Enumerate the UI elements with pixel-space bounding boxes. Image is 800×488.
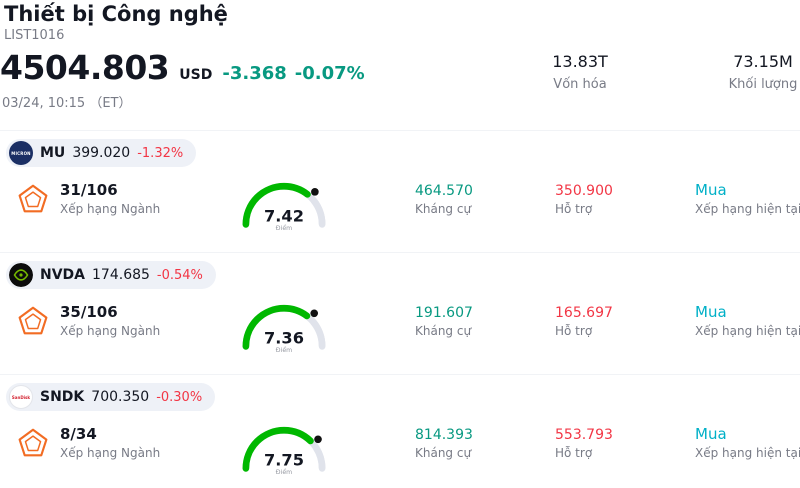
resistance-value: 464.570 bbox=[415, 183, 473, 199]
ticker-pill-mu[interactable]: MICRON MU 399.020 -1.32% bbox=[6, 139, 197, 167]
gauge-arc: 7.75 Điểm bbox=[242, 426, 326, 476]
support-label: Hỗ trợ bbox=[555, 324, 593, 338]
index-price-row: 4504.803 USD -3.368 -0.07% bbox=[0, 48, 365, 87]
support-col: 553.793 Hỗ trợ bbox=[555, 427, 613, 460]
ticker-symbol: SNDK bbox=[40, 389, 85, 405]
score-label: Điểm bbox=[276, 223, 292, 232]
support-col: 165.697 Hỗ trợ bbox=[555, 305, 613, 338]
page-title: Thiết bị Công nghệ bbox=[4, 2, 228, 26]
nvidia-logo-icon bbox=[9, 263, 33, 287]
support-value: 553.793 bbox=[555, 427, 613, 443]
gauge-arc: 7.36 Điểm bbox=[242, 304, 326, 354]
ticker-pill-nvda[interactable]: NVDA 174.685 -0.54% bbox=[6, 261, 216, 289]
market-cap-stat: 13.83T Vốn hóa bbox=[540, 52, 620, 92]
ticker-price: 174.685 bbox=[92, 267, 150, 283]
support-label: Hỗ trợ bbox=[555, 202, 593, 216]
industry-rank: 35/106 Xếp hạng Ngành bbox=[16, 303, 160, 338]
rating-label: Xếp hạng hiện tại bbox=[695, 446, 800, 460]
list-id: LIST1016 bbox=[4, 28, 65, 43]
rating-value: Mua bbox=[695, 303, 727, 321]
resistance-col: 464.570 Kháng cự bbox=[415, 183, 473, 216]
stock-list: MICRON MU 399.020 -1.32% 31/106 Xếp hạng… bbox=[0, 130, 800, 488]
ticker-change: -0.30% bbox=[156, 389, 203, 405]
rank-value: 35/106 bbox=[60, 303, 118, 321]
stock-row-mu: MICRON MU 399.020 -1.32% 31/106 Xếp hạng… bbox=[0, 130, 800, 252]
rank-label: Xếp hạng Ngành bbox=[60, 446, 161, 460]
index-price: 4504.803 bbox=[0, 48, 170, 87]
ticker-price: 700.350 bbox=[91, 389, 150, 405]
index-change-pct: -0.07% bbox=[294, 63, 365, 84]
pentagon-rank-icon bbox=[18, 184, 48, 212]
pentagon-rank-icon bbox=[18, 428, 48, 456]
ticker-pill-sndk[interactable]: SanDisk SNDK 700.350 -0.30% bbox=[6, 383, 216, 411]
score-value: 7.75 bbox=[264, 451, 304, 470]
micron-logo-icon: MICRON bbox=[9, 141, 33, 165]
rank-label: Xếp hạng Ngành bbox=[60, 202, 161, 216]
volume-value: 73.15M bbox=[733, 52, 793, 71]
volume-label: Khối lượng bbox=[728, 77, 798, 92]
resistance-value: 191.607 bbox=[415, 305, 473, 321]
pentagon-rank-icon bbox=[18, 306, 48, 334]
stock-row-sndk: SanDisk SNDK 700.350 -0.30% 8/34 Xếp hạn… bbox=[0, 374, 800, 488]
stock-row-nvda: NVDA 174.685 -0.54% 35/106 Xếp hạng Ngàn… bbox=[0, 252, 800, 374]
header: Thiết bị Công nghệ LIST1016 4504.803 USD… bbox=[0, 0, 800, 130]
resistance-label: Kháng cự bbox=[415, 446, 472, 460]
industry-rank: 31/106 Xếp hạng Ngành bbox=[16, 181, 160, 216]
ticker-price: 399.020 bbox=[72, 145, 131, 161]
rating-col: Mua Xếp hạng hiện tại bbox=[695, 303, 800, 338]
gauge-arc: 7.42 Điểm bbox=[242, 182, 326, 232]
resistance-label: Kháng cự bbox=[415, 202, 472, 216]
score-label: Điểm bbox=[276, 345, 292, 354]
currency-label: USD bbox=[179, 67, 213, 83]
support-value: 165.697 bbox=[555, 305, 613, 321]
resistance-label: Kháng cự bbox=[415, 324, 472, 338]
resistance-col: 814.393 Kháng cự bbox=[415, 427, 473, 460]
ticker-change: -0.54% bbox=[156, 267, 203, 283]
score-gauge: 7.75 Điểm bbox=[236, 415, 332, 476]
rating-label: Xếp hạng hiện tại bbox=[695, 324, 800, 338]
rating-label: Xếp hạng hiện tại bbox=[695, 202, 800, 216]
index-change: -3.368 -0.07% bbox=[222, 63, 364, 84]
score-gauge: 7.36 Điểm bbox=[236, 293, 332, 354]
support-col: 350.900 Hỗ trợ bbox=[555, 183, 613, 216]
sandisk-logo-icon: SanDisk bbox=[9, 385, 33, 409]
rating-value: Mua bbox=[695, 425, 727, 443]
market-cap-value: 13.83T bbox=[552, 52, 608, 71]
timestamp: 03/24, 10:15 （ET） bbox=[2, 96, 132, 111]
ticker-change: -1.32% bbox=[137, 145, 184, 161]
resistance-col: 191.607 Kháng cự bbox=[415, 305, 473, 338]
support-label: Hỗ trợ bbox=[555, 446, 593, 460]
rank-value: 8/34 bbox=[60, 425, 97, 443]
score-gauge: 7.42 Điểm bbox=[236, 171, 332, 232]
rating-value: Mua bbox=[695, 181, 727, 199]
score-value: 7.36 bbox=[264, 329, 304, 348]
industry-rank: 8/34 Xếp hạng Ngành bbox=[16, 425, 160, 460]
resistance-value: 814.393 bbox=[415, 427, 473, 443]
ticker-symbol: MU bbox=[40, 145, 66, 161]
rank-label: Xếp hạng Ngành bbox=[60, 324, 161, 338]
rank-value: 31/106 bbox=[60, 181, 118, 199]
ticker-symbol: NVDA bbox=[40, 267, 86, 283]
volume-stat: 73.15M Khối lượng bbox=[722, 52, 800, 92]
rating-col: Mua Xếp hạng hiện tại bbox=[695, 425, 800, 460]
index-change-abs: -3.368 bbox=[222, 63, 287, 84]
market-cap-label: Vốn hóa bbox=[553, 77, 607, 92]
support-value: 350.900 bbox=[555, 183, 613, 199]
score-label: Điểm bbox=[276, 467, 292, 476]
rating-col: Mua Xếp hạng hiện tại bbox=[695, 181, 800, 216]
score-value: 7.42 bbox=[264, 207, 304, 226]
